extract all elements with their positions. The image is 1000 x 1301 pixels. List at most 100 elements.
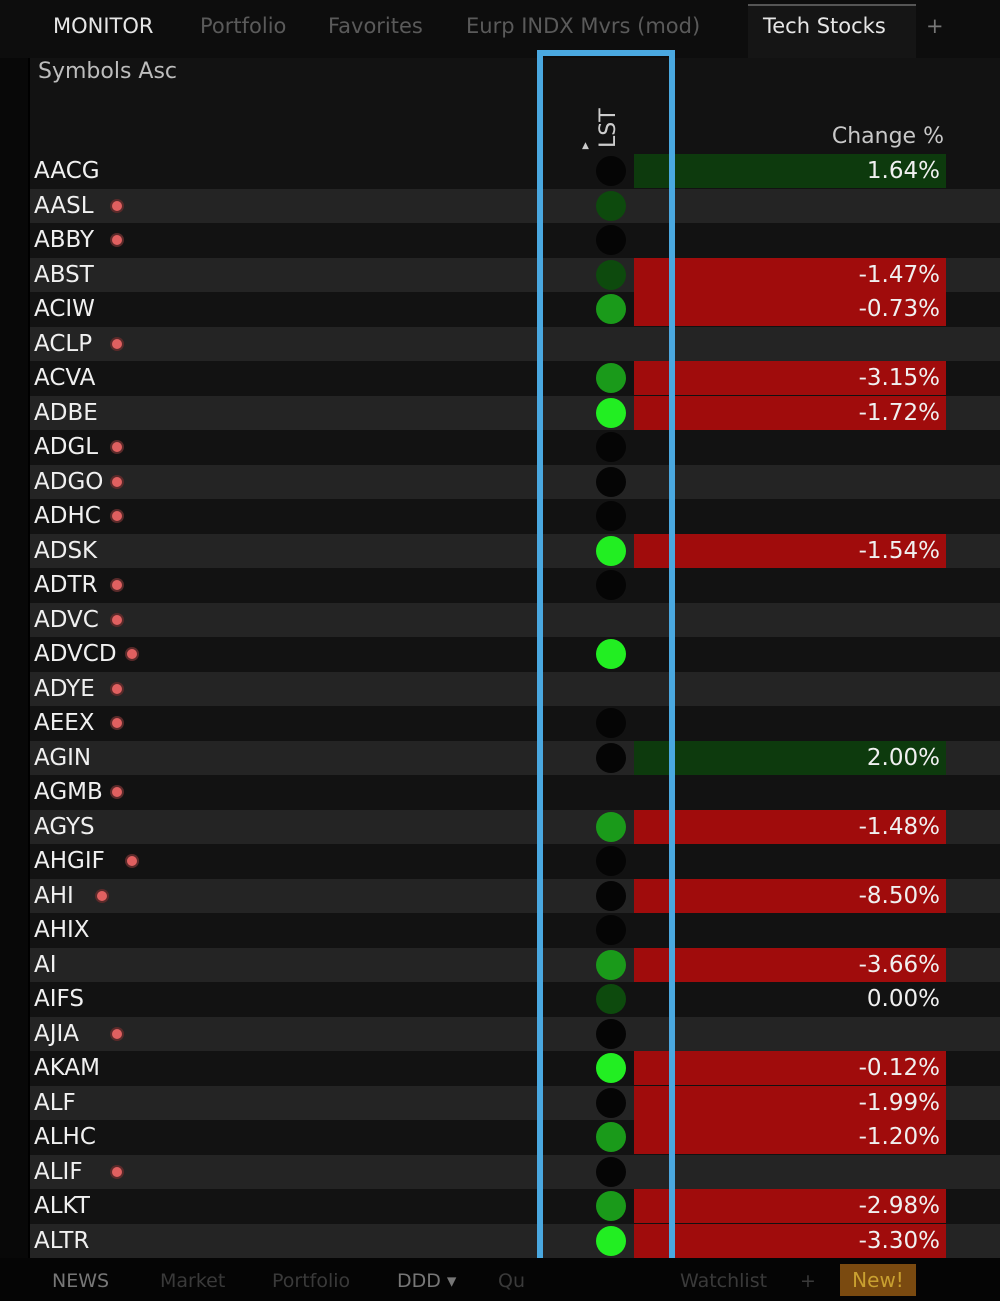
table-row[interactable]: ADBE -1.72% xyxy=(30,395,1000,430)
table-row[interactable]: AJIA xyxy=(30,1016,1000,1051)
symbol[interactable]: AGMB xyxy=(34,779,103,805)
symbol[interactable]: ABBY xyxy=(34,227,95,253)
column-header-change[interactable]: Change % xyxy=(831,124,944,149)
table-row[interactable]: AHIX xyxy=(30,913,1000,948)
bottom-tab-market[interactable]: Market xyxy=(160,1270,226,1292)
bottom-tab-watchlist[interactable]: Watchlist xyxy=(680,1270,768,1292)
table-row[interactable]: ADVC xyxy=(30,602,1000,637)
symbol[interactable]: ALIF xyxy=(34,1158,83,1185)
add-tab-button[interactable]: + xyxy=(926,14,944,38)
symbol[interactable]: ADYE xyxy=(34,675,95,702)
table-row[interactable]: AGYS -1.48% xyxy=(30,809,1000,844)
change-bg xyxy=(634,809,946,844)
symbol[interactable]: AEEX xyxy=(34,710,95,736)
symbol[interactable]: ACLP xyxy=(34,330,93,357)
table-row[interactable]: AGIN 2.00% xyxy=(30,740,1000,775)
tab-favorites[interactable]: Favorites xyxy=(328,14,423,38)
symbol[interactable]: ADSK xyxy=(34,537,98,564)
tab-eurp-indx[interactable]: Eurp INDX Mvrs (mod) xyxy=(466,14,701,38)
table-row[interactable]: AASL xyxy=(30,188,1000,223)
symbol[interactable]: AHI xyxy=(34,882,74,909)
table-row[interactable]: ABBY xyxy=(30,223,1000,258)
symbol[interactable]: AI xyxy=(34,951,57,978)
lst-indicator-dot xyxy=(596,984,626,1014)
table-row[interactable]: ACVA -3.15% xyxy=(30,361,1000,396)
symbol[interactable]: ALHC xyxy=(34,1124,96,1150)
symbol[interactable]: AGIN xyxy=(34,744,92,771)
table-row[interactable]: ACIW -0.73% xyxy=(30,292,1000,327)
symbol[interactable]: ABST xyxy=(34,261,94,288)
table-row[interactable]: ALHC -1.20% xyxy=(30,1120,1000,1155)
alert-flag-icon xyxy=(112,1166,122,1177)
symbol[interactable]: AJIA xyxy=(34,1020,80,1047)
table-row[interactable]: ADGL xyxy=(30,430,1000,465)
bottom-tab-qu[interactable]: Qu xyxy=(498,1270,525,1292)
change-bg xyxy=(634,361,946,395)
bottom-tab-portfolio[interactable]: Portfolio xyxy=(272,1270,351,1292)
symbol[interactable]: AGYS xyxy=(34,813,95,840)
lst-indicator-dot xyxy=(596,466,626,497)
table-row[interactable]: ALKT -2.98% xyxy=(30,1189,1000,1224)
table-row[interactable]: AIFS 0.00% xyxy=(30,982,1000,1017)
bottom-tab-ddd[interactable]: DDD ▾ xyxy=(397,1270,457,1292)
table-row[interactable]: ADVCD xyxy=(30,637,1000,672)
table-row[interactable]: ADGO xyxy=(30,464,1000,499)
symbol[interactable]: ADHC xyxy=(34,503,101,529)
symbol[interactable]: ALF xyxy=(34,1089,76,1116)
symbol[interactable]: ACIW xyxy=(34,296,95,322)
table-row[interactable]: AI -3.66% xyxy=(30,947,1000,982)
symbol[interactable]: AKAM xyxy=(34,1055,100,1081)
symbol[interactable]: AASL xyxy=(34,192,94,219)
lst-indicator-dot xyxy=(596,1156,626,1187)
symbol[interactable]: AACG xyxy=(34,158,100,184)
symbol[interactable]: ALTR xyxy=(34,1227,90,1254)
symbol[interactable]: ADBE xyxy=(34,399,98,426)
lst-indicator-dot xyxy=(596,1191,626,1221)
symbol[interactable]: ALKT xyxy=(34,1193,90,1219)
alert-flag-icon xyxy=(112,235,122,245)
tab-portfolio[interactable]: Portfolio xyxy=(200,14,287,38)
highlight-box xyxy=(537,50,675,1284)
symbol[interactable]: AHIX xyxy=(34,917,90,943)
symbol[interactable]: ADVC xyxy=(34,606,99,633)
table-row[interactable]: AEEX xyxy=(30,706,1000,741)
tab-tech-stocks[interactable]: Tech Stocks xyxy=(763,14,886,38)
table-row[interactable]: ALTR -3.30% xyxy=(30,1223,1000,1258)
symbol[interactable]: ADTR xyxy=(34,572,98,598)
symbol[interactable]: ADGL xyxy=(34,434,99,460)
symbol[interactable]: ADVCD xyxy=(34,641,117,667)
bottom-tab-news[interactable]: NEWS xyxy=(52,1270,110,1292)
table-row[interactable]: ADYE xyxy=(30,671,1000,706)
table-row[interactable]: ACLP xyxy=(30,326,1000,361)
change-bg xyxy=(634,947,946,982)
lst-indicator-dot xyxy=(596,1087,626,1118)
change-bg xyxy=(634,1189,946,1223)
change-value: -3.30% xyxy=(858,1227,940,1254)
symbol[interactable]: AHGIF xyxy=(34,848,105,874)
table-row[interactable]: ABST -1.47% xyxy=(30,257,1000,292)
table-row[interactable]: ALIF xyxy=(30,1154,1000,1189)
table-row[interactable]: AKAM -0.12% xyxy=(30,1051,1000,1086)
alert-flag-icon xyxy=(112,476,122,487)
table-row[interactable]: ADTR xyxy=(30,568,1000,603)
sort-label[interactable]: Symbols Asc xyxy=(38,59,178,84)
bottom-tab-bar: NEWS Market Portfolio DDD ▾ Qu Watchlist… xyxy=(0,1258,1000,1301)
alert-flag-icon xyxy=(127,856,137,866)
symbol[interactable]: ADGO xyxy=(34,468,104,495)
table-row[interactable]: AACG 1.64% xyxy=(30,154,1000,189)
new-badge[interactable]: New! xyxy=(840,1264,916,1296)
symbol[interactable]: ACVA xyxy=(34,365,96,391)
lst-indicator-dot xyxy=(596,190,626,221)
table-row[interactable]: ADSK -1.54% xyxy=(30,533,1000,568)
table-row[interactable]: AHI -8.50% xyxy=(30,878,1000,913)
table-row[interactable]: ALF -1.99% xyxy=(30,1085,1000,1120)
bottom-add-tab[interactable]: + xyxy=(800,1270,816,1292)
tab-monitor[interactable]: MONITOR xyxy=(53,14,154,38)
symbol[interactable]: AIFS xyxy=(34,986,84,1012)
table-row[interactable]: ADHC xyxy=(30,499,1000,534)
left-side-panel xyxy=(0,58,28,1258)
alert-flag-icon xyxy=(97,890,107,901)
table-row[interactable]: AGMB xyxy=(30,775,1000,810)
change-value: 0.00% xyxy=(866,986,940,1012)
table-row[interactable]: AHGIF xyxy=(30,844,1000,879)
